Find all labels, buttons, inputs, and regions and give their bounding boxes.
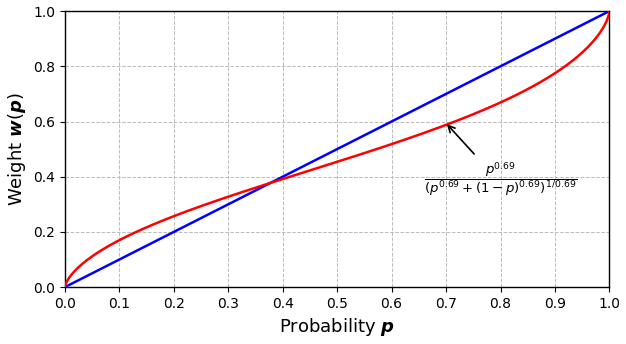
Text: $\dfrac{p^{0.69}}{(p^{0.69}+(1-p)^{0.69})^{1/0.69}}$: $\dfrac{p^{0.69}}{(p^{0.69}+(1-p)^{0.69}… <box>424 161 577 198</box>
Y-axis label: Weight $\boldsymbol{w}$($\boldsymbol{p}$): Weight $\boldsymbol{w}$($\boldsymbol{p}$… <box>6 93 28 206</box>
X-axis label: Probability $\boldsymbol{p}$: Probability $\boldsymbol{p}$ <box>279 316 395 338</box>
